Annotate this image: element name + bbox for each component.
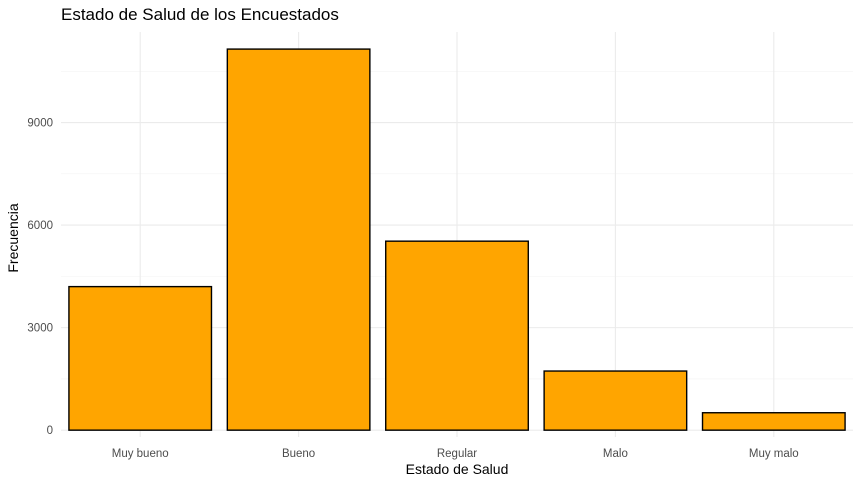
- x-tick-labels: Muy bueno Bueno Regular Malo Muy malo: [112, 448, 799, 460]
- y-tick-label: 9000: [27, 118, 53, 130]
- bar-bueno: [226, 48, 371, 431]
- y-tick-labels: 0 3000 6000 9000: [27, 118, 53, 438]
- x-axis-title: Estado de Salud: [406, 461, 509, 477]
- bar-regular: [385, 240, 529, 431]
- y-axis-title: Frecuencia: [5, 203, 21, 272]
- x-tick-label: Muy bueno: [112, 448, 169, 460]
- y-tick-label: 3000: [27, 323, 53, 335]
- bar-muy-bueno: [68, 285, 213, 431]
- bar-muy-malo: [701, 412, 846, 431]
- x-tick-label: Malo: [603, 448, 628, 460]
- x-tick-label: Regular: [437, 448, 477, 460]
- bars: [68, 48, 846, 431]
- x-tick-label: Muy malo: [749, 448, 799, 460]
- bar-malo: [543, 370, 688, 431]
- chart-title: Estado de Salud de los Encuestados: [61, 5, 339, 24]
- y-tick-label: 0: [47, 425, 53, 437]
- x-tick-label: Bueno: [282, 448, 315, 460]
- y-tick-label: 6000: [27, 220, 53, 232]
